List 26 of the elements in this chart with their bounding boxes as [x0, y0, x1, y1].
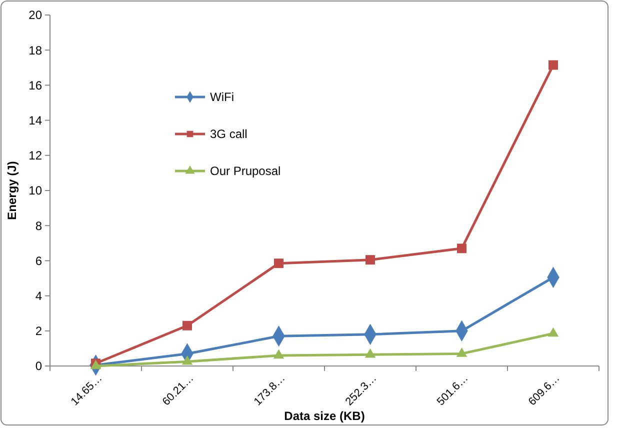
point: [182, 355, 193, 365]
point: [364, 348, 376, 358]
y-tick-label: 20: [28, 8, 42, 22]
y-tick-label: 18: [28, 43, 42, 58]
y-tick-label: 0: [35, 359, 42, 374]
point: [548, 327, 559, 337]
legend-label: Our Pruposal: [210, 164, 281, 178]
y-tick-label: 10: [28, 184, 42, 198]
legend-label: WiFi: [210, 90, 234, 104]
y-axis-title: Energy (J): [5, 161, 19, 220]
y-tick-label: 14: [28, 114, 42, 128]
point: [548, 60, 558, 70]
y-tick-label: 4: [35, 289, 42, 303]
legend-label: 3G call: [210, 127, 248, 142]
y-tick-label: 12: [28, 148, 42, 163]
x-axis-title: Data size (KB): [284, 409, 365, 423]
point: [366, 255, 375, 265]
y-tick-label: 6: [35, 254, 42, 268]
point: [273, 349, 284, 359]
y-tick-label: 16: [28, 78, 42, 92]
y-tick-label: 2: [35, 324, 42, 338]
point: [456, 348, 468, 357]
y-tick-label: 8: [35, 218, 42, 233]
point: [274, 258, 284, 268]
point: [182, 320, 192, 330]
point: [457, 244, 466, 254]
